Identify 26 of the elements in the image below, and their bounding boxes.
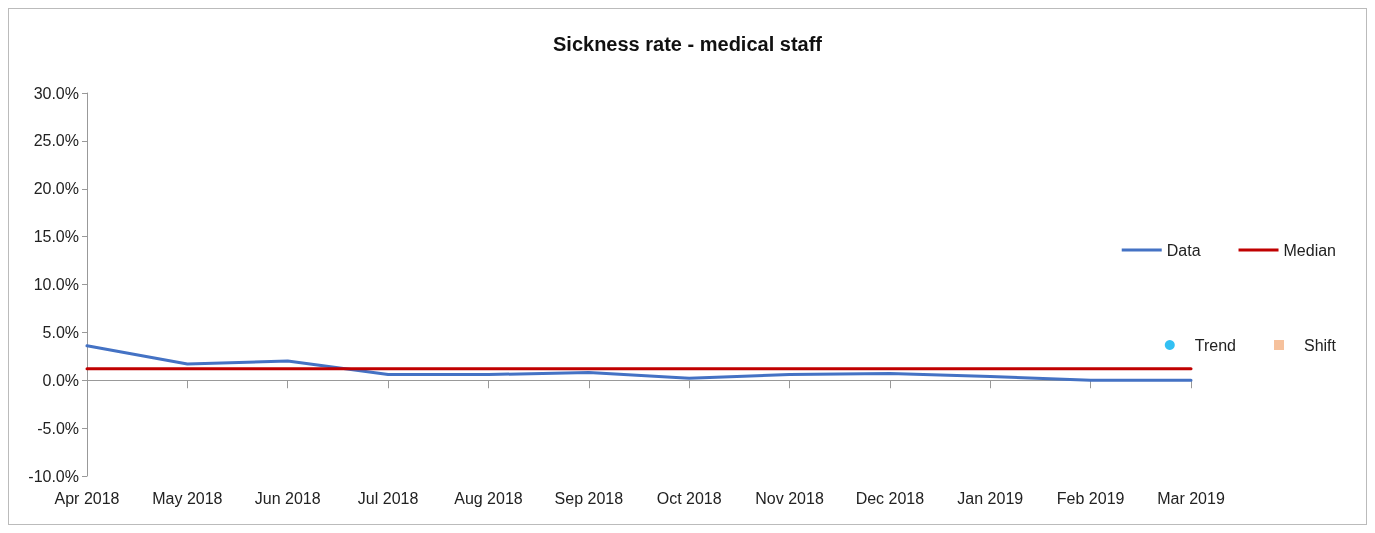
y-tick-label: -10.0%: [28, 467, 79, 485]
y-tick-label: -5.0%: [37, 419, 79, 437]
y-tick-label: 0.0%: [42, 371, 79, 389]
legend-label: Median: [1283, 241, 1337, 259]
x-tick-label: Jun 2018: [254, 489, 321, 507]
x-tick-label: Nov 2018: [755, 489, 824, 507]
x-tick-label: Aug 2018: [454, 489, 523, 507]
x-tick-label: Sep 2018: [554, 489, 624, 507]
x-tick-label: May 2018: [152, 489, 223, 507]
y-tick-label: 30.0%: [33, 84, 79, 102]
y-tick-label: 15.0%: [33, 228, 79, 246]
legend-label: Trend: [1194, 336, 1236, 354]
x-tick-label: Apr 2018: [54, 489, 120, 507]
y-tick-label: 25.0%: [33, 132, 79, 150]
y-tick-label: 20.0%: [33, 180, 79, 198]
x-tick-label: Oct 2018: [656, 489, 722, 507]
legend-label: Data: [1166, 241, 1201, 259]
x-tick-label: Jul 2018: [357, 489, 419, 507]
chart-title: Sickness rate - medical staff: [552, 33, 823, 55]
x-tick-label: Mar 2019: [1157, 489, 1225, 507]
y-tick-label: 5.0%: [42, 323, 79, 341]
x-tick-label: Jan 2019: [957, 489, 1024, 507]
legend-label: Shift: [1303, 336, 1337, 354]
x-tick-label: Dec 2018: [855, 489, 925, 507]
y-tick-label: 10.0%: [33, 276, 79, 293]
x-tick-label: Feb 2019: [1056, 489, 1125, 507]
